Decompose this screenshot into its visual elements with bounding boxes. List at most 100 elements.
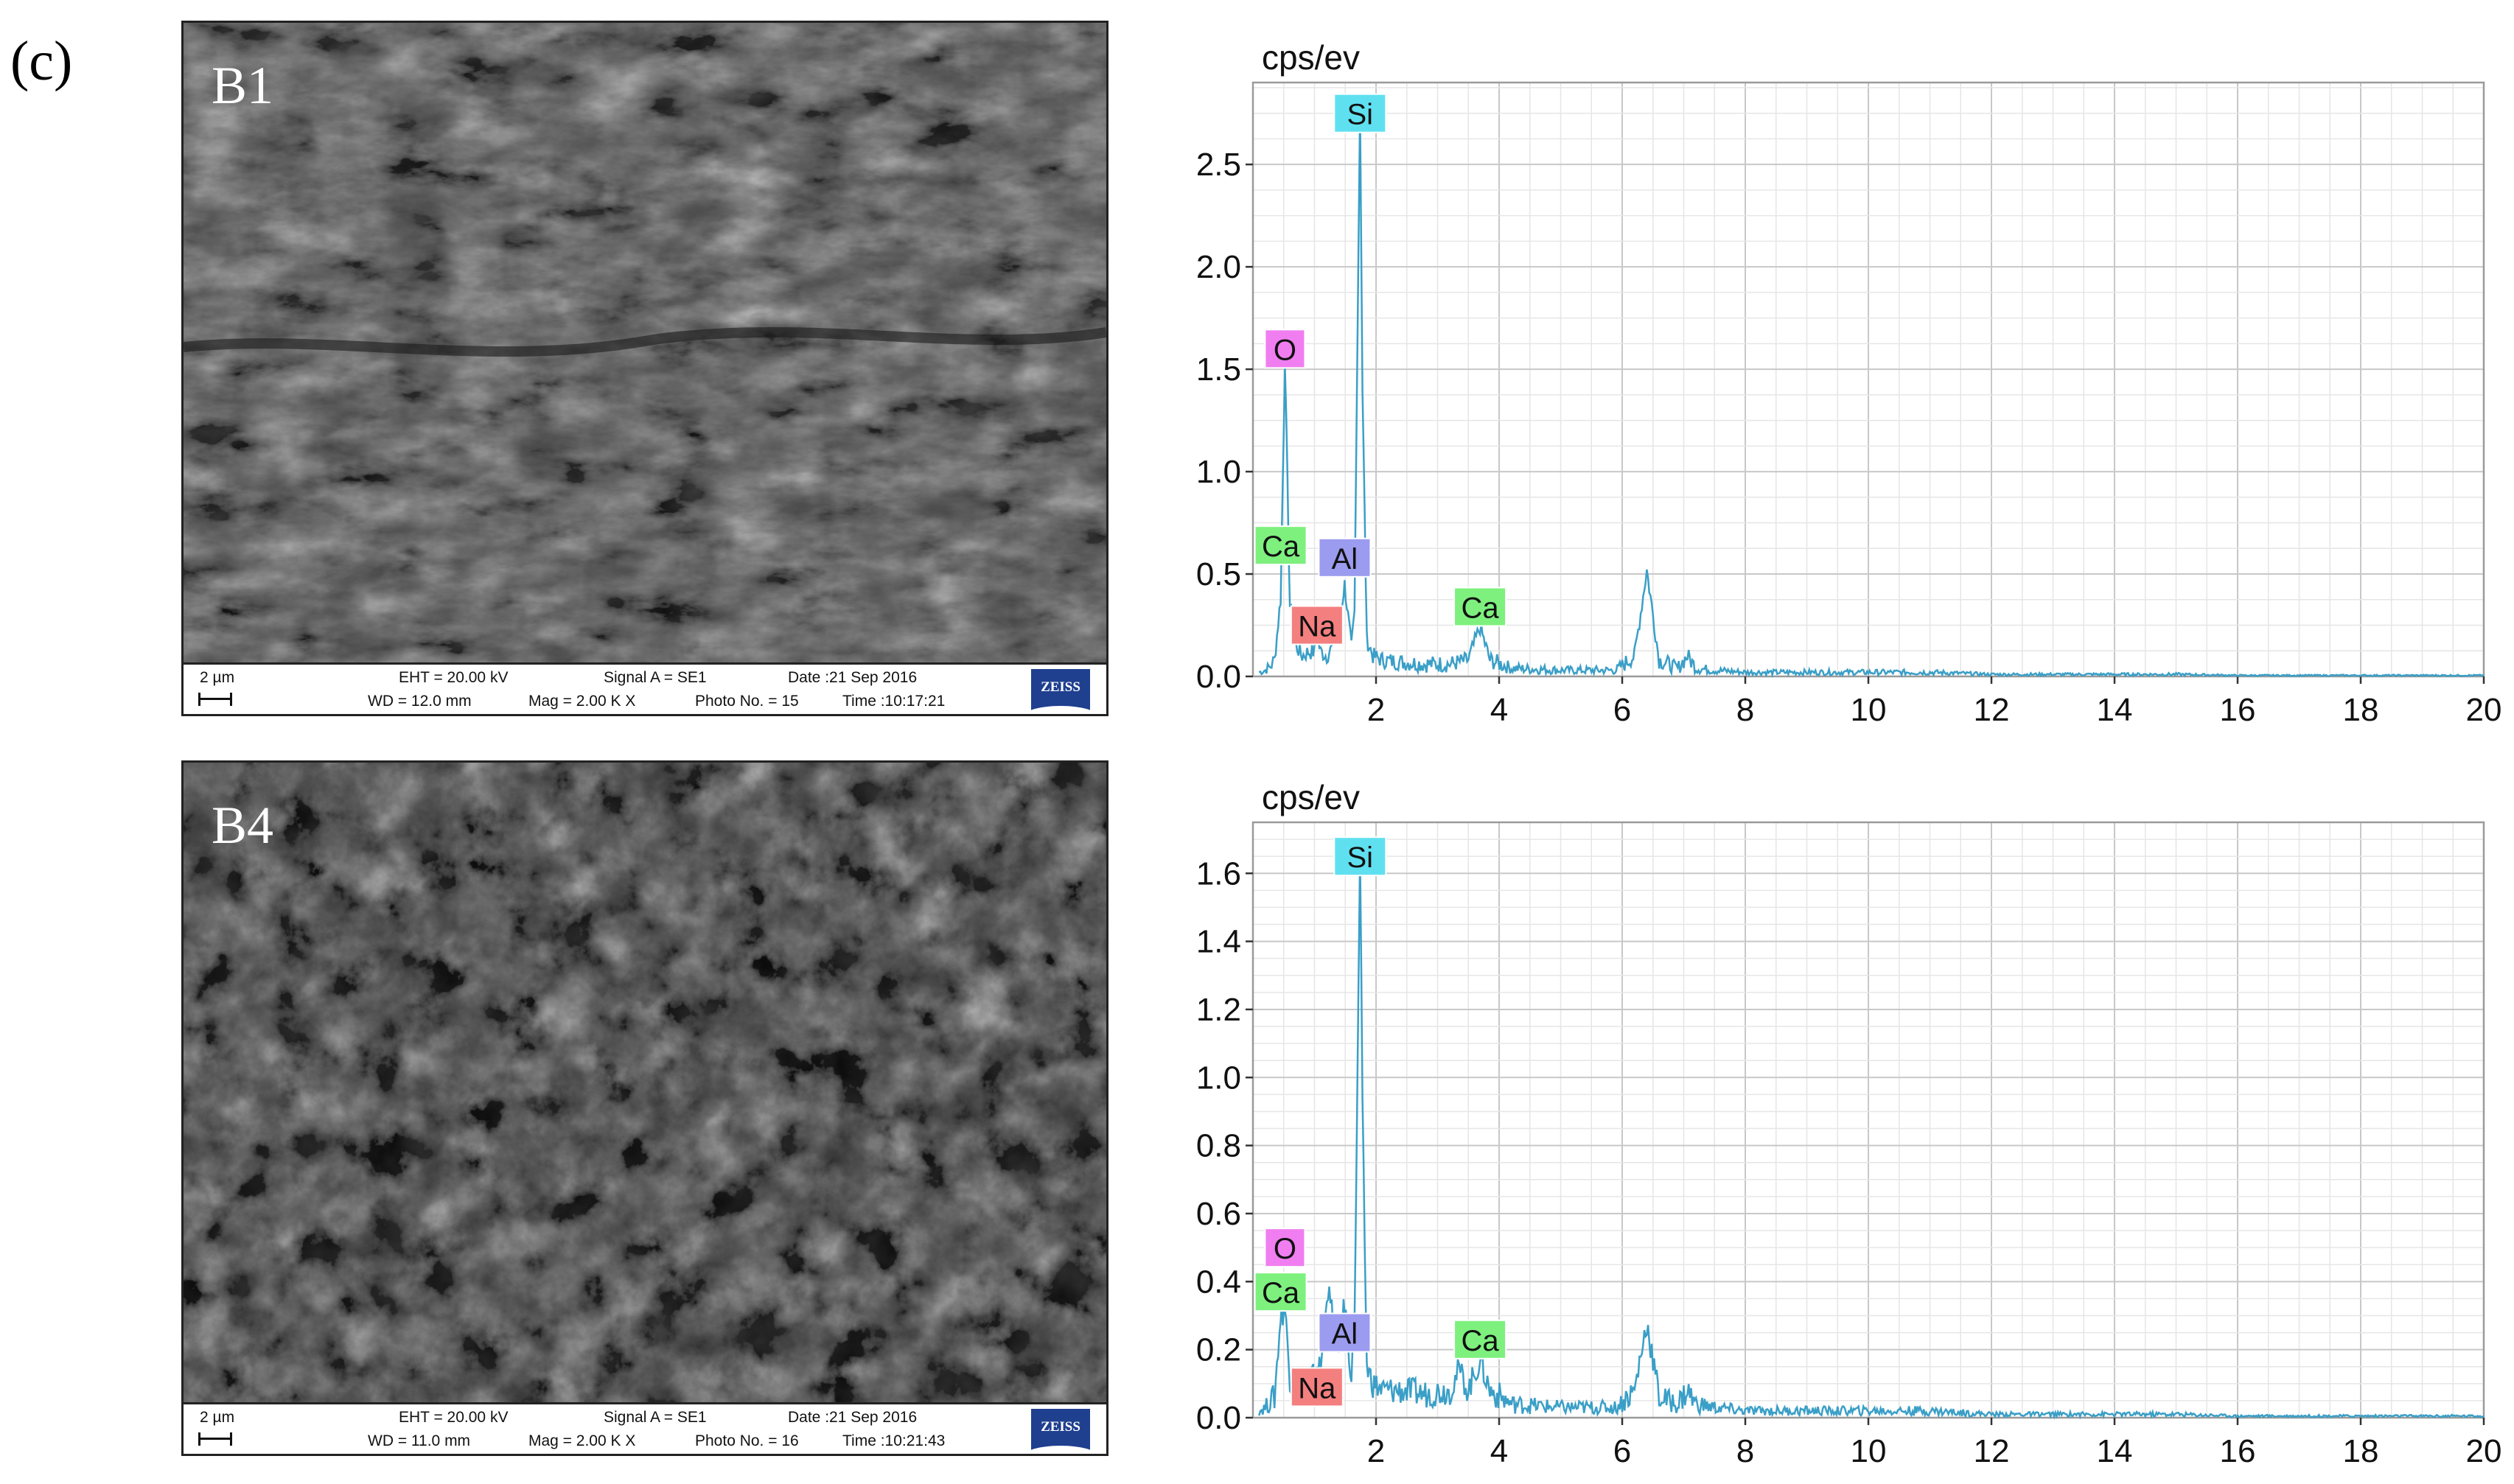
element-label-text: Na — [1298, 611, 1336, 643]
x-tick-label: 10 — [1851, 692, 1887, 728]
spectrum-line — [1258, 109, 2485, 679]
x-tick-label: 12 — [1974, 1433, 2010, 1469]
sem-image-b1: B1 2 µm EHT = 20.00 kV WD = 12.0 mm Sign… — [181, 21, 1108, 716]
y-tick-label: 0.6 — [1196, 1196, 1241, 1232]
wd-value: WD = 12.0 mm — [368, 693, 472, 710]
element-label-text: Ca — [1462, 1325, 1500, 1357]
x-tick-label: 8 — [1736, 1433, 1754, 1469]
y-axis-label: cps/ev — [1262, 38, 1360, 77]
sample-tag: B4 — [212, 796, 274, 855]
element-label-box — [1254, 525, 1307, 566]
y-axis-label: cps/ev — [1262, 778, 1360, 816]
grid — [1252, 822, 2485, 1418]
y-tick-label: 2.5 — [1196, 147, 1241, 183]
element-label-box — [1333, 93, 1387, 133]
element-label-text: Al — [1332, 543, 1358, 575]
y-tick-label: 0.0 — [1196, 1400, 1241, 1436]
x-tick-label: 10 — [1851, 1433, 1887, 1469]
x-tick-label: 14 — [2097, 692, 2133, 728]
x-tick-label: 12 — [1974, 692, 2010, 728]
x-tick-label: 18 — [2343, 692, 2379, 728]
time-value: Time :10:21:43 — [842, 1432, 946, 1449]
element-label: Na — [1290, 1367, 1344, 1407]
element-label-box — [1318, 1312, 1372, 1353]
scale-bar — [198, 693, 232, 706]
x-tick-label: 2 — [1367, 692, 1385, 728]
x-tick-label: 8 — [1736, 692, 1754, 728]
x-tick-label: 16 — [2220, 1433, 2256, 1469]
scale-label: 2 µm — [200, 669, 235, 686]
sample-tag: B1 — [212, 56, 274, 115]
time-value: Time :10:17:21 — [842, 693, 946, 710]
x-tick-label: 6 — [1613, 692, 1631, 728]
element-label-text: Ca — [1262, 1277, 1300, 1309]
scale-label: 2 µm — [200, 1409, 235, 1426]
date-value: Date :21 Sep 2016 — [788, 669, 918, 686]
y-tick-label: 0.2 — [1196, 1332, 1241, 1368]
y-tick-label: 0.8 — [1196, 1128, 1241, 1164]
x-tick-label: 16 — [2220, 692, 2256, 728]
eht-value: EHT = 20.00 kV — [399, 669, 509, 686]
element-label: Na — [1290, 605, 1344, 645]
y-tick-label: 1.4 — [1196, 924, 1241, 960]
eht-value: EHT = 20.00 kV — [399, 1409, 509, 1426]
element-label-box — [1318, 537, 1372, 578]
y-tick-label: 1.5 — [1196, 351, 1241, 388]
zeiss-logo: ZEISS — [1031, 1409, 1090, 1454]
element-label: Ca — [1453, 587, 1507, 627]
date-value: Date :21 Sep 2016 — [788, 1409, 918, 1426]
element-label-box — [1264, 329, 1306, 369]
element-label-box — [1333, 836, 1387, 877]
y-tick-label: 1.2 — [1196, 992, 1241, 1028]
zeiss-logo: ZEISS — [1031, 669, 1090, 714]
photo-value: Photo No. = 16 — [695, 1432, 799, 1449]
element-label: Ca — [1254, 1272, 1307, 1312]
y-tick-label: 1.0 — [1196, 454, 1241, 490]
figure-label: (c) — [10, 30, 73, 92]
element-label-box — [1453, 587, 1507, 627]
element-label-text: Si — [1347, 99, 1374, 131]
element-label: Si — [1333, 836, 1387, 877]
element-label-box — [1264, 1228, 1306, 1268]
element-label-box — [1254, 1272, 1307, 1312]
element-label: Ca — [1254, 525, 1307, 566]
signal-value: Signal A = SE1 — [604, 1409, 707, 1426]
x-tick-label: 20 — [2466, 692, 2502, 728]
element-label: Al — [1318, 1312, 1372, 1353]
scale-bar — [198, 1432, 232, 1446]
y-tick-label: 0.5 — [1196, 556, 1241, 592]
x-tick-label: 6 — [1613, 1433, 1631, 1469]
y-tick-label: 1.6 — [1196, 855, 1241, 892]
element-label-text: Ca — [1462, 592, 1500, 625]
element-label: Si — [1333, 93, 1387, 133]
element-label-text: Na — [1298, 1372, 1336, 1404]
x-tick-label: 14 — [2097, 1433, 2133, 1469]
grid — [1252, 83, 2485, 677]
x-tick-label: 4 — [1490, 692, 1508, 728]
signal-value: Signal A = SE1 — [604, 669, 707, 686]
sem-micrograph — [184, 763, 1106, 1402]
photo-value: Photo No. = 15 — [695, 693, 799, 710]
element-label-text: Si — [1347, 841, 1374, 874]
element-label: O — [1264, 329, 1306, 369]
element-label-box — [1290, 605, 1344, 645]
y-tick-label: 1.0 — [1196, 1060, 1241, 1096]
element-label-text: O — [1274, 334, 1296, 366]
element-label: Al — [1318, 537, 1372, 578]
x-tick-label: 2 — [1367, 1433, 1385, 1469]
x-tick-label: 4 — [1490, 1433, 1508, 1469]
zeiss-logo-text: ZEISS — [1041, 1419, 1080, 1435]
y-tick-label: 0.4 — [1196, 1264, 1241, 1300]
wd-value: WD = 11.0 mm — [368, 1432, 471, 1449]
mag-value: Mag = 2.00 K X — [528, 693, 636, 710]
eds-spectrum-b4: 0.0 0.2 0.4 0.6 0.8 1.0 1.2 1.4 1.6 2 4 6 8 10 12 14 16 1… — [1196, 778, 2502, 1469]
element-label-text: O — [1274, 1233, 1296, 1265]
eds-spectrum-b1: 0.0 0.5 1.0 1.5 2.0 2.5 2 4 6 8 10 12 14 16 18 20 cps/ev… — [1196, 38, 2502, 728]
x-tick-label: 18 — [2343, 1433, 2379, 1469]
element-label-box — [1453, 1319, 1507, 1359]
zeiss-logo-text: ZEISS — [1041, 679, 1080, 695]
sem-info-bar: 2 µm EHT = 20.00 kV WD = 12.0 mm Signal … — [184, 662, 1106, 714]
sem-micrograph — [184, 23, 1106, 662]
element-label-box — [1290, 1367, 1344, 1407]
sem-info-bar: 2 µm EHT = 20.00 kV WD = 11.0 mm Signal … — [184, 1402, 1106, 1454]
